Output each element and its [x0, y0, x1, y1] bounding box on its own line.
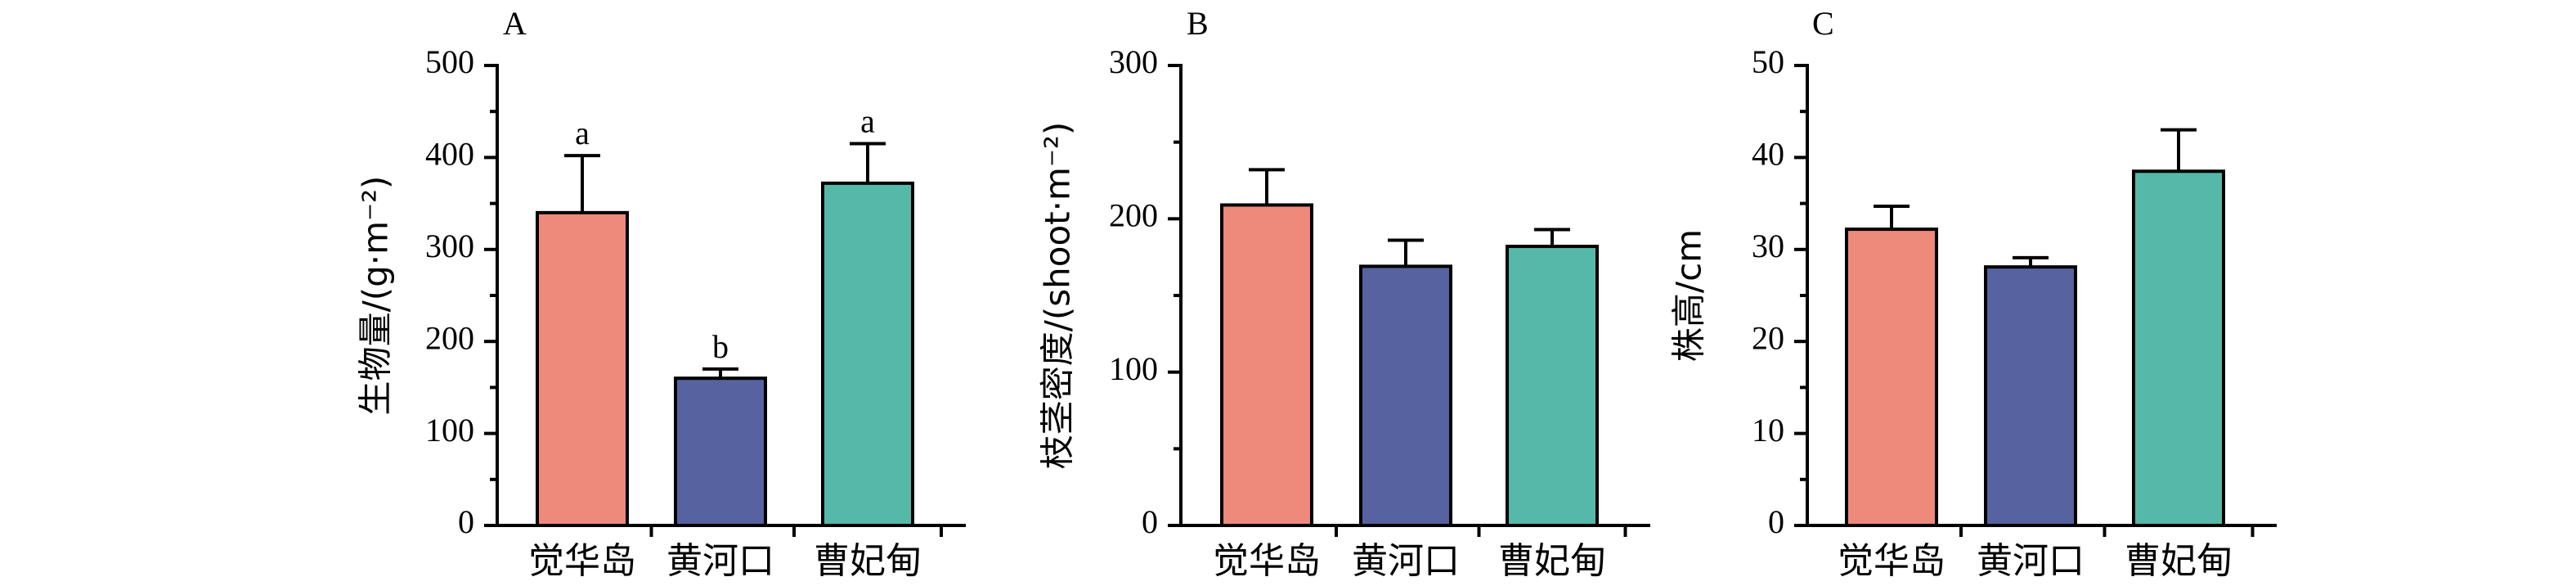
- y-tick-label: 300: [425, 228, 474, 264]
- y-tick-label: 0: [1142, 503, 1158, 540]
- bar-3: [821, 181, 914, 527]
- y-tick-label: 50: [1752, 43, 1784, 80]
- significance-letter-3: a: [860, 103, 875, 140]
- y-tick-label: 40: [1752, 136, 1784, 173]
- bar-1: [536, 210, 629, 527]
- bar-2: [674, 376, 767, 527]
- chart-panel-c: C 株高/cm 觉华岛 黄河口 曹妃甸 0 10 20 30 40 50: [1669, 5, 2277, 581]
- bar-3: [1506, 245, 1599, 527]
- bar-3: [2132, 169, 2225, 527]
- y-tick-label: 100: [1109, 350, 1158, 387]
- panel-label: C: [1812, 5, 1834, 42]
- bar-1: [1220, 203, 1313, 527]
- y-tick-label: 0: [458, 503, 474, 540]
- y-tick-label: 10: [1752, 412, 1784, 449]
- x-tick-label-2: 黄河口: [666, 541, 774, 581]
- x-tick-label-3: 曹妃甸: [1498, 541, 1606, 581]
- y-tick-label: 30: [1752, 228, 1784, 264]
- chart-panel-b: B 枝茎密度/(shoot·m⁻²) 觉华岛 黄河口 曹妃甸 0 100 200 300: [1038, 5, 1650, 581]
- x-tick-label-1: 觉华岛: [528, 541, 636, 581]
- y-axis-title: 生物量/(g·m⁻²): [356, 176, 396, 416]
- x-tick-label-2: 黄河口: [1352, 541, 1460, 581]
- x-tick-label-3: 曹妃甸: [814, 541, 922, 581]
- bar-1: [1845, 228, 1938, 527]
- y-tick-label: 0: [1768, 503, 1784, 540]
- y-tick-label: 200: [425, 319, 474, 356]
- y-tick-label: 300: [1109, 43, 1158, 80]
- y-tick-label: 400: [425, 136, 474, 173]
- y-tick-label: 100: [425, 412, 474, 449]
- panel-label: A: [503, 5, 527, 42]
- x-tick-label-1: 觉华岛: [1838, 541, 1945, 581]
- panel-label: B: [1187, 5, 1209, 42]
- y-tick-label: 200: [1109, 197, 1158, 234]
- x-tick-label-3: 曹妃甸: [2125, 541, 2233, 581]
- x-tick-label-1: 觉华岛: [1213, 541, 1321, 581]
- bar-2: [1359, 264, 1452, 527]
- y-axis-title: 枝茎密度/(shoot·m⁻²): [1038, 122, 1078, 470]
- bar-2: [1984, 265, 2077, 527]
- chart-panel-a: A 生物量/(g·m⁻²) a 觉华岛 b 黄河口 a 曹妃甸 0 100 200 300 400 500: [356, 5, 966, 581]
- significance-letter-1: a: [575, 115, 590, 151]
- y-tick-label: 500: [425, 43, 474, 80]
- y-axis-title: 株高/cm: [1669, 229, 1709, 362]
- x-tick-label-2: 黄河口: [1977, 541, 2085, 581]
- significance-letter-2: b: [712, 328, 729, 365]
- y-tick-label: 20: [1752, 319, 1784, 356]
